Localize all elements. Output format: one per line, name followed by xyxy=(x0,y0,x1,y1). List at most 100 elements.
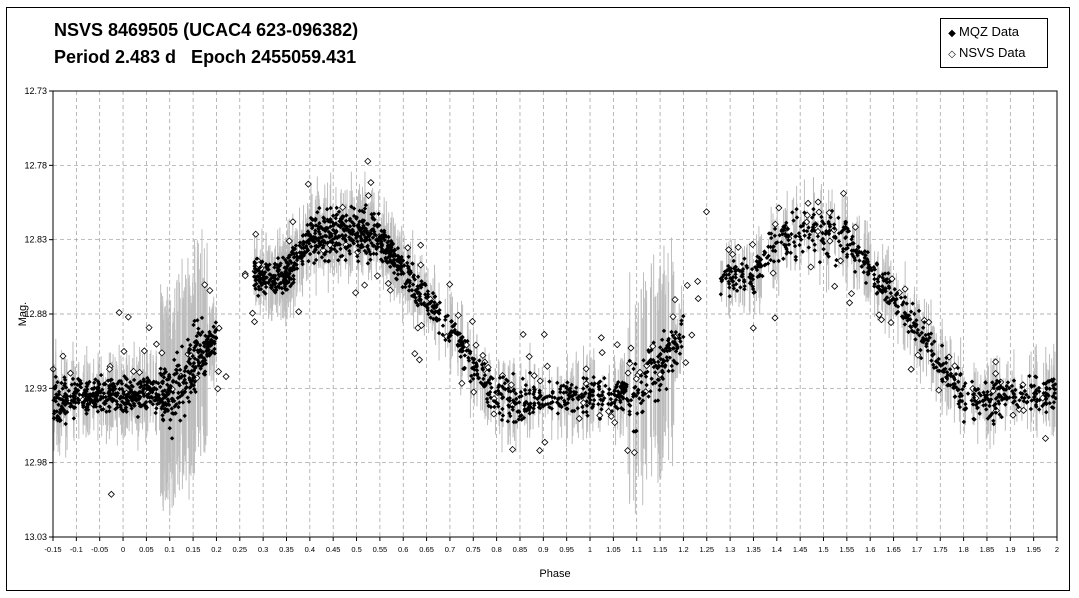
mqz-point xyxy=(754,259,759,264)
mqz-point xyxy=(627,409,632,414)
mqz-point xyxy=(733,272,738,277)
mqz-point xyxy=(793,254,799,260)
mqz-point xyxy=(152,398,157,403)
mqz-point xyxy=(618,384,623,389)
mqz-point xyxy=(730,278,735,283)
mqz-point xyxy=(272,273,278,278)
mqz-point xyxy=(652,370,658,375)
mqz-point xyxy=(957,399,962,404)
nsvs-point xyxy=(66,369,75,377)
mqz-point xyxy=(348,236,354,241)
mqz-point xyxy=(176,381,182,386)
mqz-point xyxy=(512,401,517,406)
mqz-point xyxy=(640,390,645,395)
mqz-point xyxy=(273,261,278,267)
mqz-point xyxy=(681,313,686,319)
nsvs-point xyxy=(901,285,909,293)
mqz-point xyxy=(1043,381,1048,386)
mqz-point xyxy=(462,338,468,344)
mqz-point xyxy=(433,309,438,314)
mqz-point xyxy=(517,409,522,415)
mqz-point xyxy=(863,252,868,258)
x-tick-label: 1.9 xyxy=(1005,545,1015,554)
mqz-point xyxy=(561,383,566,388)
nsvs-point xyxy=(887,319,895,327)
mqz-point xyxy=(175,395,181,401)
mqz-point xyxy=(908,317,913,322)
mqz-point xyxy=(181,380,187,386)
mqz-point xyxy=(886,271,891,276)
mqz-point xyxy=(283,275,288,280)
nsvs-point xyxy=(411,350,419,358)
mqz-point xyxy=(1043,393,1048,399)
nsvs-point xyxy=(540,330,548,339)
mqz-point xyxy=(172,357,177,363)
mqz-point xyxy=(1011,378,1017,383)
mqz-point xyxy=(651,364,657,370)
mqz-point xyxy=(376,211,381,216)
x-tick-label: 1.3 xyxy=(725,545,735,554)
mqz-point xyxy=(291,273,296,279)
mqz-point xyxy=(798,224,804,229)
mqz-point xyxy=(148,387,153,392)
mqz-point xyxy=(117,396,123,401)
mqz-point xyxy=(961,419,967,425)
mqz-point xyxy=(727,285,732,290)
mqz-point xyxy=(748,275,753,281)
mqz-point xyxy=(253,286,258,291)
mqz-point xyxy=(94,386,99,391)
mqz-point xyxy=(599,407,604,412)
mqz-point xyxy=(251,274,257,279)
mqz-point xyxy=(584,409,589,415)
nsvs-point xyxy=(694,277,702,285)
mqz-point xyxy=(1013,387,1018,393)
mqz-point xyxy=(615,406,620,411)
mqz-point xyxy=(197,343,203,348)
mqz-point xyxy=(144,393,150,398)
mqz-point xyxy=(1022,388,1028,394)
mqz-point xyxy=(393,253,398,259)
mqz-point xyxy=(744,265,750,270)
mqz-point xyxy=(96,381,102,386)
mqz-point xyxy=(1017,398,1022,403)
mqz-point xyxy=(204,348,209,354)
mqz-point xyxy=(468,349,473,354)
mqz-point xyxy=(929,348,934,354)
mqz-point xyxy=(1052,382,1058,387)
nsvs-point xyxy=(106,365,114,373)
mqz-point xyxy=(843,221,848,227)
mqz-point xyxy=(658,345,663,350)
mqz-point xyxy=(62,381,68,386)
mqz-point xyxy=(739,261,745,267)
mqz-point xyxy=(153,394,158,400)
mqz-point xyxy=(976,391,982,396)
mqz-point xyxy=(640,398,646,403)
mqz-point xyxy=(185,337,191,342)
mqz-point xyxy=(861,270,866,275)
mqz-point xyxy=(354,215,359,220)
mqz-point xyxy=(440,332,445,337)
mqz-point xyxy=(1040,403,1045,409)
mqz-point xyxy=(889,298,894,303)
mqz-point xyxy=(540,397,545,402)
mqz-point xyxy=(1007,385,1012,391)
mqz-point xyxy=(564,390,569,395)
mqz-point xyxy=(440,323,446,328)
mqz-point xyxy=(341,214,346,219)
mqz-point xyxy=(852,255,857,261)
mqz-point xyxy=(937,368,942,374)
nsvs-point xyxy=(107,490,115,498)
mqz-point xyxy=(1042,401,1047,407)
mqz-point xyxy=(326,259,331,264)
mqz-point xyxy=(147,395,152,400)
mqz-point xyxy=(128,387,134,392)
chart-title: NSVS 8469505 (UCAC4 623-096382) xyxy=(54,20,359,40)
mqz-point xyxy=(192,356,198,361)
mqz-point xyxy=(984,392,990,398)
mqz-point xyxy=(486,392,492,397)
mqz-point xyxy=(794,206,799,212)
mqz-point xyxy=(895,309,901,315)
mqz-point xyxy=(381,249,386,255)
mqz-point xyxy=(843,234,849,240)
mqz-point xyxy=(952,394,957,400)
